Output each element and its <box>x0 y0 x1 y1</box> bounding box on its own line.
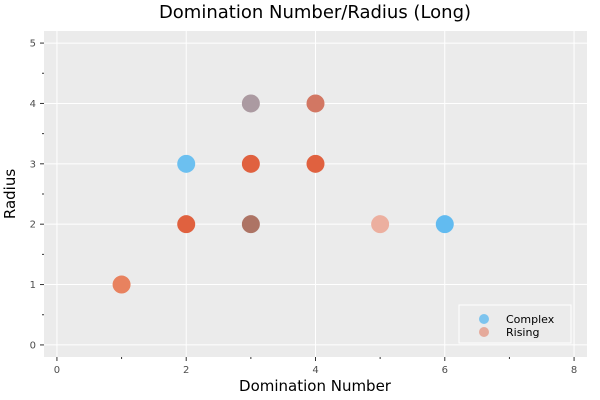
legend-marker-complex <box>479 314 489 324</box>
legend-box <box>458 304 572 344</box>
data-point <box>306 154 325 173</box>
y-tick-label: 4 <box>30 99 36 110</box>
data-point <box>306 94 325 113</box>
axes: 0 2 4 6 8 0 1 2 3 4 5 <box>30 39 578 376</box>
x-axis-title: Domination Number <box>239 377 392 395</box>
x-tick-label: 0 <box>54 365 60 376</box>
data-points <box>112 94 454 294</box>
x-tick-label: 6 <box>442 365 448 376</box>
y-axis-title: Radius <box>1 169 19 219</box>
legend: Complex Rising <box>458 304 572 344</box>
data-point <box>241 215 260 234</box>
y-tick-label: 1 <box>30 280 36 291</box>
data-point <box>177 154 196 173</box>
data-point <box>241 154 260 173</box>
y-tick-label: 5 <box>30 39 36 50</box>
data-point <box>371 215 390 234</box>
data-point <box>241 94 260 113</box>
legend-label-complex: Complex <box>506 313 555 326</box>
y-tick-label: 0 <box>30 340 36 351</box>
data-point <box>177 215 196 234</box>
data-point <box>435 215 454 234</box>
chart-title: Domination Number/Radius (Long) <box>159 2 471 23</box>
x-tick-label: 2 <box>183 365 189 376</box>
legend-label-rising: Rising <box>506 326 539 339</box>
y-tick-label: 2 <box>30 220 36 231</box>
legend-marker-rising <box>479 327 489 337</box>
x-tick-label: 4 <box>312 365 318 376</box>
x-tick-label: 8 <box>571 365 577 376</box>
y-tick-label: 3 <box>30 159 36 170</box>
data-point <box>112 275 131 294</box>
